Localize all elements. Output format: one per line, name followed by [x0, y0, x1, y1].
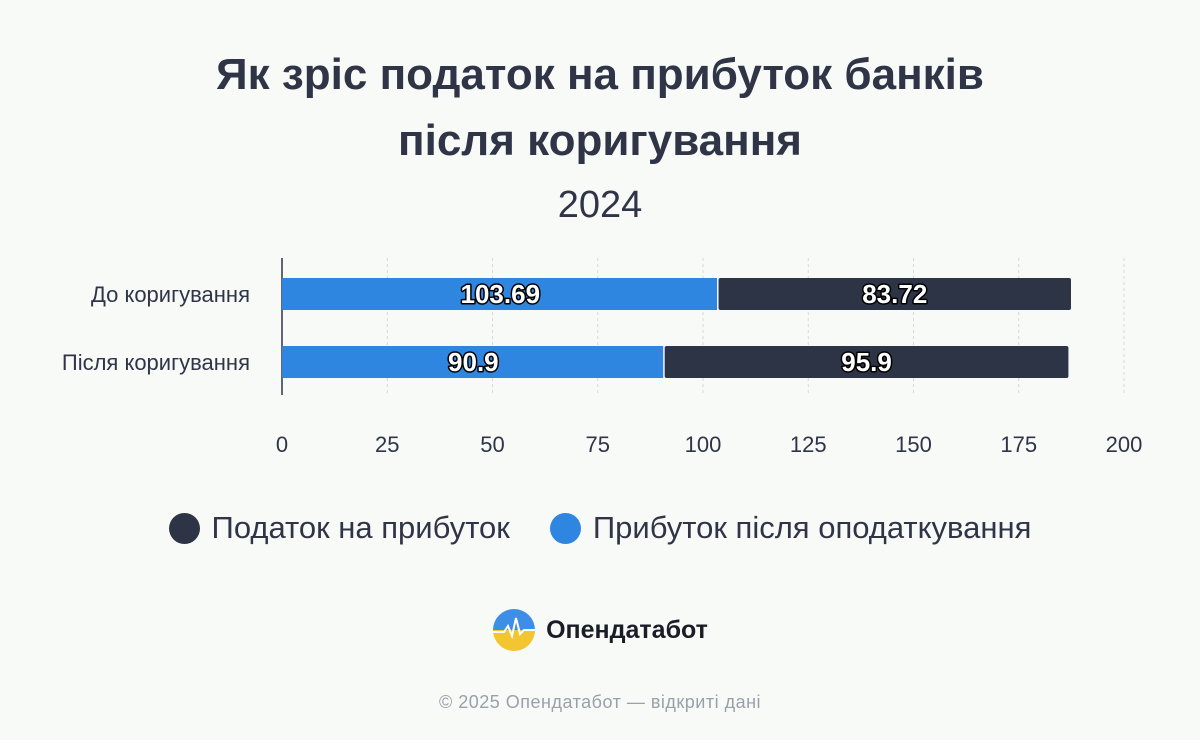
chart-legend: Податок на прибуток Прибуток після опода… — [0, 510, 1200, 546]
data-label: 90.9 — [448, 347, 499, 377]
x-tick-label: 50 — [480, 432, 504, 457]
category-label: До коригування — [91, 282, 250, 307]
chart-title: Як зріс податок на прибуток банків після… — [0, 42, 1200, 174]
bar-segment — [282, 346, 664, 378]
x-tick-label: 125 — [790, 432, 827, 457]
bar-chart: 0 25 50 75 100 125 150 175 200 До коригування Післ… — [62, 258, 1143, 457]
brand-logo[interactable]: Опендатабот — [0, 608, 1200, 652]
legend-item-profit[interactable]: Прибуток після оподаткування — [549, 510, 1032, 546]
x-tick-label: 100 — [685, 432, 722, 457]
x-tick-label: 200 — [1106, 432, 1143, 457]
x-tick-label: 175 — [1000, 432, 1037, 457]
data-label: 103.69 — [461, 279, 541, 309]
chart-title-line1: Як зріс податок на прибуток банків — [216, 50, 984, 99]
x-tick-label: 75 — [586, 432, 610, 457]
x-tick-label: 150 — [895, 432, 932, 457]
data-label: 83.72 — [862, 279, 927, 309]
brand-name: Опендатабот — [546, 615, 708, 644]
legend-swatch-tax — [168, 512, 200, 544]
legend-item-tax[interactable]: Податок на прибуток — [168, 510, 510, 546]
legend-label-profit: Прибуток після оподаткування — [592, 510, 1032, 545]
data-label: 95.9 — [841, 347, 892, 377]
bar-segment — [718, 278, 1071, 310]
legend-swatch-profit — [549, 512, 581, 544]
category-label: Після коригування — [62, 350, 250, 375]
chart-subtitle: 2024 — [557, 184, 643, 226]
bar-segment — [282, 278, 718, 310]
footer-copyright: © 2025 Опендатабот — відкриті дані — [438, 692, 762, 712]
opendatabot-logo-icon — [493, 609, 536, 651]
chart-title-line2: після коригування — [398, 116, 802, 165]
legend-label-tax: Податок на прибуток — [211, 510, 510, 545]
bar-segment — [664, 346, 1069, 378]
x-tick-label: 25 — [375, 432, 399, 457]
x-tick-label: 0 — [276, 432, 288, 457]
